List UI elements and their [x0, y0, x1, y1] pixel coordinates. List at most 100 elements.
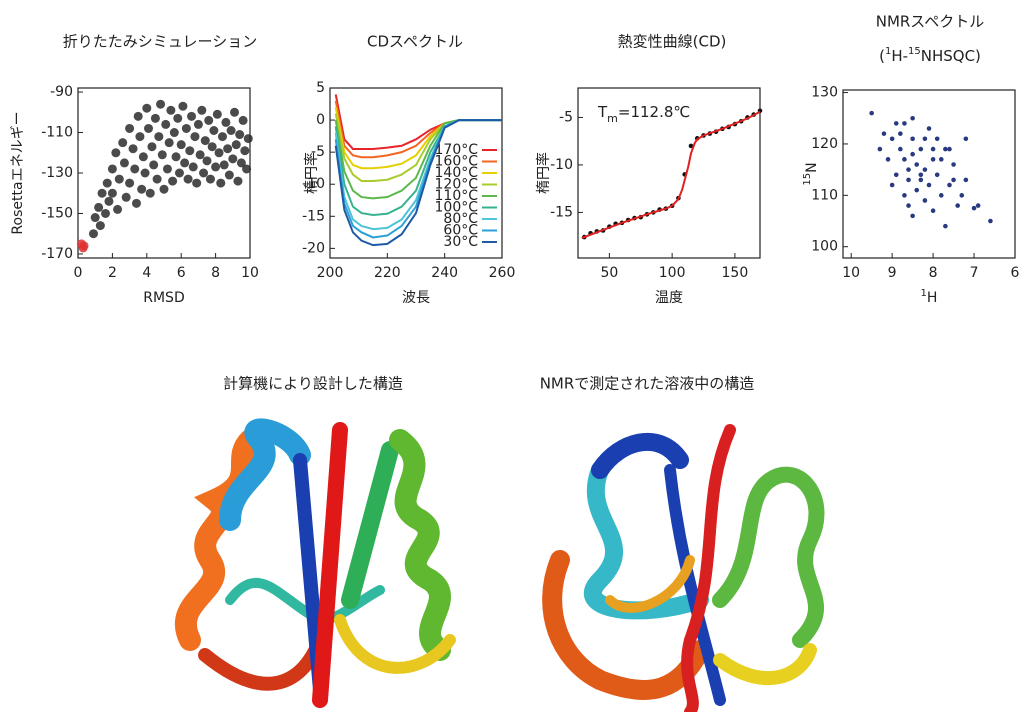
point: [107, 164, 117, 174]
point: [209, 126, 219, 135]
point: [200, 136, 210, 146]
point: [128, 144, 138, 154]
point: [125, 123, 135, 133]
point: [149, 160, 159, 170]
y-tick-label: -15: [550, 204, 573, 220]
chart-subtitle-sup: 1: [885, 46, 891, 57]
y-tick-label: -15: [302, 208, 325, 224]
chart-title: 折りたたみシミュレーション: [63, 33, 257, 51]
chart-subtitle-sup: 15: [908, 46, 921, 57]
x-tick-label: 7: [970, 265, 979, 281]
point: [131, 198, 141, 208]
point: [926, 126, 932, 131]
point: [906, 203, 911, 208]
x-tick-label: 10: [241, 265, 259, 281]
chart-subtitle-part: (: [879, 47, 885, 65]
point: [212, 109, 222, 119]
point: [101, 208, 111, 218]
point: [988, 218, 993, 224]
legend-label: 140°C: [435, 165, 479, 181]
y-tick-label: -10: [550, 157, 573, 173]
x-tick-label: 150: [722, 265, 749, 281]
point: [176, 140, 186, 150]
point: [216, 178, 226, 188]
point: [156, 99, 166, 109]
x-axis-label-part: H: [927, 290, 938, 306]
point: [183, 174, 193, 184]
x-tick-label: 2: [108, 265, 117, 281]
point: [79, 241, 89, 251]
point: [161, 119, 171, 129]
point: [224, 170, 234, 180]
point: [162, 164, 172, 174]
point: [975, 203, 981, 208]
x-tick-label: 6: [177, 265, 186, 281]
plot-frame: [329, 87, 503, 259]
x-tick-label: 260: [489, 265, 516, 281]
legend-label: 30°C: [443, 234, 478, 250]
legend-label: 60°C: [443, 223, 478, 239]
point: [230, 107, 240, 117]
point: [192, 178, 202, 188]
point: [938, 157, 944, 162]
point: [219, 160, 229, 170]
point: [226, 126, 236, 135]
point: [910, 213, 915, 219]
point: [180, 158, 190, 168]
point: [157, 150, 167, 160]
point: [914, 162, 920, 167]
x-tick-label: 200: [317, 265, 344, 281]
point: [178, 101, 188, 111]
y-tick-label: 100: [811, 239, 838, 255]
point: [898, 131, 903, 136]
point: [926, 182, 932, 188]
point: [922, 198, 928, 203]
x-tick-label: 4: [142, 265, 151, 281]
point: [910, 136, 915, 142]
x-tick-label: 9: [888, 265, 897, 281]
point: [881, 131, 887, 136]
point: [889, 182, 895, 188]
fit-line: [581, 110, 761, 239]
point: [930, 208, 936, 214]
point: [171, 152, 181, 162]
point: [918, 146, 924, 152]
y-tick-label: -110: [41, 125, 73, 141]
chart-title: 熱変性曲線(CD): [618, 33, 727, 51]
legend-label: 170°C: [435, 142, 479, 158]
legend-label: 110°C: [435, 188, 479, 204]
y-axis-label-part: N: [804, 162, 820, 172]
x-tick-label: 100: [659, 265, 686, 281]
point: [243, 134, 253, 144]
point: [902, 157, 907, 162]
section-title: NMRで測定された溶液中の構造: [540, 375, 755, 393]
point: [231, 140, 241, 150]
point: [102, 178, 112, 188]
point: [154, 132, 164, 142]
point: [107, 188, 117, 198]
point: [195, 150, 205, 160]
point: [930, 146, 936, 152]
point: [893, 172, 899, 178]
legend-label: 100°C: [435, 200, 479, 216]
point: [217, 132, 227, 142]
point: [188, 162, 198, 172]
point: [142, 103, 152, 113]
chart-title: CDスペクトル: [367, 33, 463, 51]
point: [910, 151, 915, 157]
x-tick-label: 6: [1011, 265, 1019, 281]
point: [238, 115, 248, 125]
point: [173, 113, 183, 123]
legend-label: 120°C: [435, 177, 479, 193]
y-axis-label: 15N: [802, 162, 821, 185]
point: [922, 167, 928, 172]
point: [133, 111, 143, 121]
point: [889, 136, 895, 142]
point: [174, 168, 184, 178]
y-tick-label: -150: [41, 205, 73, 221]
point: [104, 196, 114, 206]
annotation-part: T: [597, 103, 608, 121]
chart-title: NMRスペクトル: [876, 13, 985, 31]
x-tick-label: 8: [929, 265, 938, 281]
